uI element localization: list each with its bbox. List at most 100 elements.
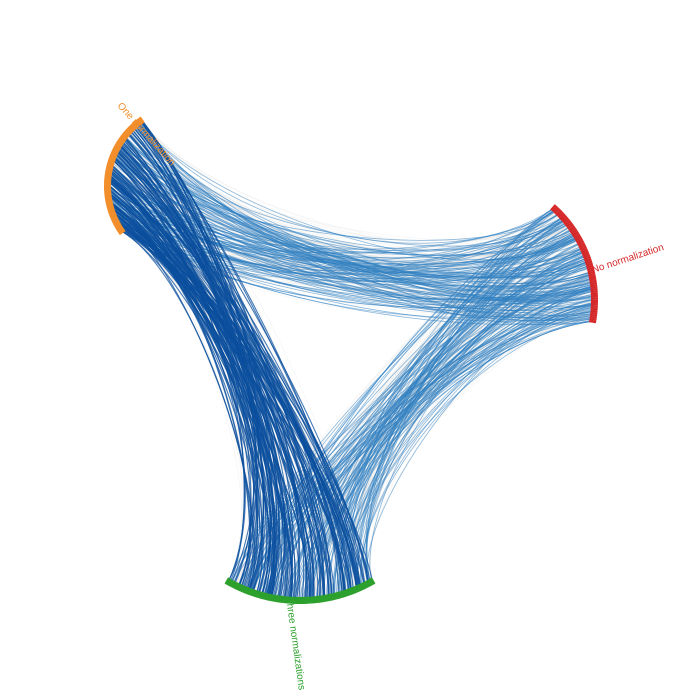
group-arc-tick-one: [127, 126, 134, 133]
group-arc-tick-three: [276, 595, 280, 603]
group-arc-tick-three: [280, 595, 284, 603]
group-arc-tick-three: [368, 578, 374, 586]
group-arc-tick-none: [584, 258, 592, 263]
group-arc-tick-none: [561, 216, 569, 223]
group-arc-tick-three: [363, 581, 369, 589]
group-arc-tick-one: [120, 134, 127, 141]
group-arc-tick-none: [550, 204, 557, 211]
group-arc-tick-three: [278, 595, 282, 603]
group-arc-tick-one: [107, 158, 116, 163]
group-arc-tick-one: [137, 117, 144, 125]
group-arc-tick-one: [115, 141, 123, 147]
group-arc-tick-one: [113, 146, 121, 152]
group-arc-tick-three: [272, 594, 276, 602]
group-arc-tick-one: [105, 198, 113, 202]
group-arc-tick-one: [111, 149, 119, 155]
group-arc-tick-three: [337, 591, 342, 599]
group-arc-tick-three: [286, 596, 289, 604]
group-arc-tick-three: [320, 595, 324, 603]
group-arc-tick-none: [589, 313, 598, 317]
group-arc-tick-none: [553, 207, 560, 214]
group-arc-tick-one: [111, 218, 120, 224]
group-arc-tick-none: [580, 248, 588, 253]
group-arc-tick-three: [370, 577, 376, 585]
group-arc-tick-none: [576, 240, 585, 246]
link-none-three: [318, 217, 564, 599]
group-arc-tick-none: [571, 230, 579, 237]
group-arc-tick-one: [104, 178, 112, 182]
group-arc-tick-one: [126, 127, 133, 135]
group-arc-tick-none: [583, 256, 592, 261]
group-arc-tick-three: [318, 595, 322, 603]
group-arc-tick-three: [311, 596, 314, 604]
group-arc-tick-three: [260, 592, 265, 600]
group-arc-tick-one: [104, 196, 113, 201]
group-arc-tick-none: [569, 227, 577, 233]
group-arc-tick-none: [564, 220, 572, 227]
group-arc-tick-three: [234, 582, 240, 591]
group-arc-tick-one: [108, 210, 116, 215]
group-arc-tick-none: [565, 221, 573, 228]
group-arc-tick-none: [589, 281, 597, 285]
group-arc-tick-none: [559, 213, 566, 220]
group-arc-tick-three: [233, 581, 239, 590]
group-arc-tick-three: [366, 579, 373, 587]
group-arc-tick-three: [351, 586, 356, 594]
group-arc-tick-none: [590, 309, 598, 313]
link-one-three: [138, 122, 357, 589]
group-arc-tick-none: [582, 254, 591, 259]
link-one-three: [108, 171, 272, 597]
group-arc-tick-three: [236, 583, 242, 591]
group-arc-tick-none: [590, 283, 598, 287]
link-layer: [107, 120, 595, 601]
link-one-three: [111, 208, 255, 587]
group-arc-tick-one: [105, 200, 113, 204]
link-none-three: [369, 248, 583, 582]
group-arc-tick-none: [574, 236, 583, 242]
group-arc-tick-one: [114, 223, 122, 229]
group-arc-tick-none: [588, 275, 597, 279]
group-arc-tick-one: [106, 205, 115, 210]
link-one-three: [113, 156, 314, 600]
link-none-three: [279, 234, 576, 599]
link-one-three: [112, 159, 366, 585]
group-arc-tick-three: [331, 592, 336, 601]
group-arc-tick-three: [338, 590, 343, 599]
group-arc-tick-one: [131, 122, 138, 130]
group-arc-tick-one: [138, 116, 145, 124]
group-arc-tick-three: [245, 587, 251, 595]
group-arc-tick-one: [118, 136, 126, 143]
group-arc-tick-three: [244, 586, 249, 594]
group-arc-tick-one: [132, 121, 140, 128]
group-arc-tick-one: [116, 226, 124, 232]
group-arc-tick-one: [104, 171, 113, 175]
group-arc-tick-three: [356, 584, 362, 592]
group-label-no-normalization: No normalization: [591, 242, 666, 276]
group-arc-tick-one: [106, 161, 115, 167]
link-none-three: [365, 260, 588, 584]
group-arc-tick-one: [121, 133, 129, 140]
group-arc-tick-three: [224, 577, 230, 585]
group-arc-tick-one: [107, 207, 115, 212]
group-arc-tick-one: [104, 191, 112, 195]
group-arc-tick-three: [327, 593, 332, 602]
group-arc-tick-one: [122, 131, 130, 139]
group-arc-tick-one: [107, 160, 115, 165]
group-arc-tick-one: [128, 124, 136, 132]
group-arc-tick-one: [114, 142, 123, 149]
group-arc-tick-one: [105, 202, 114, 206]
group-arc-tick-three: [333, 592, 338, 600]
group-arc-tick-one: [116, 139, 124, 146]
group-arc-tick-three: [282, 595, 286, 604]
group-arc-tick-one: [124, 129, 132, 136]
group-arc-tick-none: [590, 307, 598, 311]
group-arc-tick-three: [253, 589, 258, 598]
group-arc-tick-one: [104, 175, 112, 179]
group-arc-tick-none: [566, 223, 574, 230]
group-arc-tick-none: [554, 208, 562, 216]
group-arc-tick-three: [342, 589, 347, 598]
group-arc-tick-none: [587, 270, 596, 275]
group-arc-tick-three: [324, 594, 328, 602]
group-arc-tick-one: [112, 147, 120, 153]
